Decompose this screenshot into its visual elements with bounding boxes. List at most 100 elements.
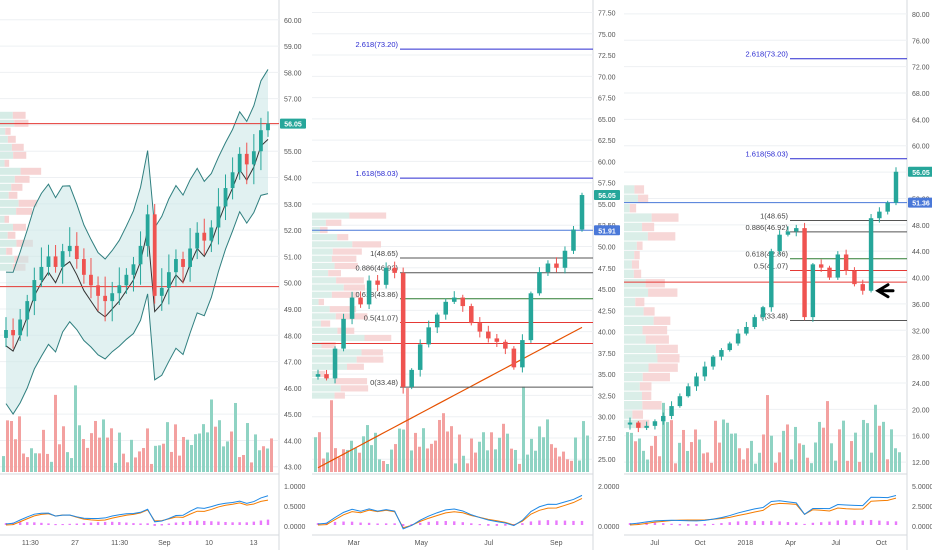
volume-profile-bar <box>0 223 13 231</box>
candle-body <box>400 272 406 387</box>
macd-tick-label: 2.5000 <box>912 504 932 511</box>
volume-bar <box>630 432 633 472</box>
candle-body <box>46 256 51 267</box>
macd-histogram-bar <box>75 523 79 525</box>
volume-bar <box>574 437 577 472</box>
volume-bar <box>506 433 509 472</box>
volume-bar <box>254 434 257 472</box>
volume-profile-bar <box>624 344 656 354</box>
candle-body <box>469 306 474 324</box>
candle-body <box>251 151 256 165</box>
volume-profile-bar <box>0 127 6 135</box>
macd-histogram-bar <box>68 523 71 525</box>
volume-bar <box>214 426 217 472</box>
volume-profile-bar <box>624 316 654 325</box>
volume-profile-bar <box>624 241 637 250</box>
candle-body <box>818 264 824 268</box>
last-price-badge <box>594 190 620 201</box>
volume-bar <box>774 462 777 472</box>
volume-bar <box>170 451 173 472</box>
x-tick-label: Jul <box>484 540 493 547</box>
macd-histogram-bar <box>686 524 690 526</box>
volume-bar <box>626 432 629 472</box>
x-tick-label: Sep <box>158 540 171 547</box>
macd-histogram-bar <box>238 522 241 525</box>
y-tick-label: 55.00 <box>598 202 616 209</box>
volume-profile-bar <box>321 342 336 349</box>
volume-bar <box>666 422 669 472</box>
volume-bar <box>826 401 829 472</box>
volume-profile-bar <box>643 307 655 316</box>
volume-profile-bar <box>312 212 350 219</box>
candle-body <box>443 301 449 315</box>
candle-body <box>669 406 674 416</box>
macd-histogram-bar <box>529 521 533 525</box>
macd-histogram-bar <box>711 523 715 525</box>
last-price-label: 56.05 <box>284 122 302 129</box>
y-tick-label: 50.00 <box>284 281 302 288</box>
volume-profile-bar <box>312 241 353 248</box>
volume-bar <box>698 439 701 472</box>
volume-bar <box>822 427 825 472</box>
macd-histogram-bar <box>33 522 36 525</box>
volume-profile-bar <box>624 410 633 419</box>
volume-bar <box>74 385 77 472</box>
fib-level-label: 0.886(46.92) <box>355 264 398 273</box>
volume-profile-bar <box>651 213 679 222</box>
volume-profile-bar <box>637 194 649 204</box>
volume-bar <box>46 453 49 472</box>
volume-bar <box>86 447 89 472</box>
y-tick-label: 57.00 <box>284 97 302 104</box>
macd-histogram-bar <box>427 521 430 525</box>
volume-bar <box>354 447 357 472</box>
volume-bar <box>738 448 741 472</box>
candle-body <box>852 270 857 285</box>
y-tick-label: 35.00 <box>598 372 616 379</box>
candle-body <box>341 318 346 349</box>
volume-profile-bar <box>312 234 338 241</box>
volume-bar <box>746 448 749 472</box>
volume-profile-bar <box>639 419 650 429</box>
volume-bar <box>6 420 9 472</box>
volume-bar <box>262 446 265 472</box>
volume-profile-bar <box>624 204 630 213</box>
volume-bar <box>514 449 517 472</box>
volume-profile-bar <box>8 191 18 199</box>
candle-body <box>860 284 865 291</box>
macd-histogram-bar <box>167 523 171 525</box>
volume-bar <box>490 432 493 472</box>
candle-body <box>209 227 214 241</box>
candle-body <box>89 274 93 286</box>
volume-bar <box>362 436 365 472</box>
volume-bar <box>494 449 497 472</box>
candle-body <box>477 323 483 332</box>
macd-histogram-bar <box>778 521 781 525</box>
volume-bar <box>650 445 653 472</box>
fib-level-label: 1(48.65) <box>760 212 788 221</box>
volume-bar <box>394 444 397 472</box>
volume-bar <box>238 457 241 472</box>
macd-tick-label: 5.0000 <box>912 484 932 491</box>
volume-profile-bar <box>645 279 665 288</box>
volume-profile-bar <box>632 410 644 419</box>
candle-body <box>451 297 457 302</box>
volume-bar <box>434 440 437 472</box>
volume-bar <box>862 419 865 472</box>
candle-body <box>53 256 58 267</box>
volume-bar <box>398 428 401 472</box>
volume-profile-bar <box>312 327 338 334</box>
candle-body <box>702 366 708 377</box>
candle-body <box>760 307 766 318</box>
candle-body <box>735 333 741 344</box>
candle-body <box>110 293 115 302</box>
volume-bar <box>198 433 201 472</box>
volume-bar <box>682 429 685 472</box>
volume-bar <box>786 424 789 472</box>
volume-bar <box>66 452 69 472</box>
macd-histogram-bar <box>861 520 864 525</box>
volume-bar <box>890 429 893 472</box>
macd-histogram-bar <box>393 523 396 525</box>
macd-histogram-bar <box>54 524 57 526</box>
volume-profile-bar <box>624 325 643 335</box>
fib-level-label: 2.618(73.20) <box>745 50 788 59</box>
